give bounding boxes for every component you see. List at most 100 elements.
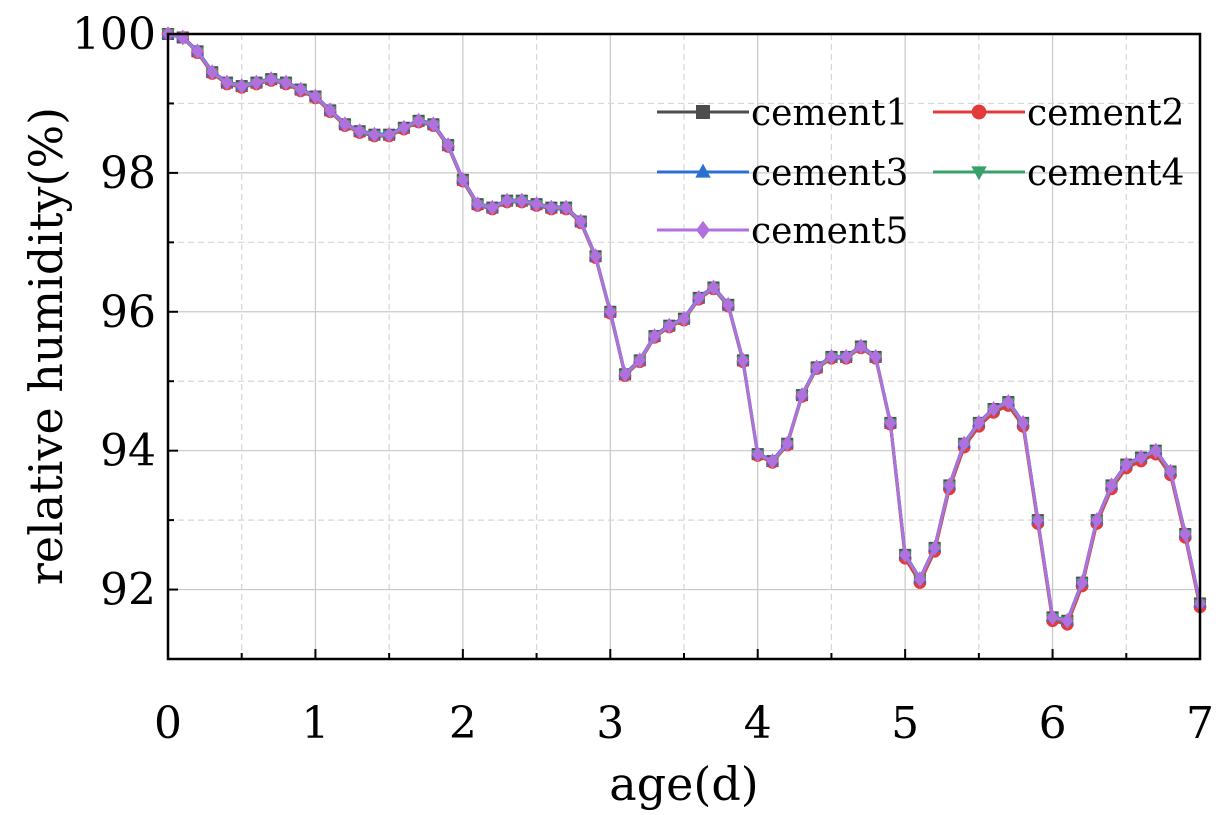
data-point	[530, 196, 543, 212]
x-tick-label: 0	[154, 698, 182, 749]
data-point	[1090, 512, 1103, 528]
data-point	[383, 126, 396, 143]
data-point	[958, 435, 971, 452]
legend-label: cement5	[751, 211, 908, 252]
data-point	[899, 547, 912, 563]
data-point	[692, 290, 705, 306]
y-tick-label: 92	[100, 565, 156, 616]
legend-item-cement2: cement2	[933, 93, 1184, 134]
data-point	[972, 415, 985, 431]
data-point	[1149, 442, 1162, 459]
y-tick-label: 94	[100, 426, 156, 477]
legend: cement1 cement2 cement3 cement4 cement5	[657, 93, 1184, 252]
y-axis-title: relative humidity(%)	[19, 107, 73, 585]
data-point	[781, 435, 794, 452]
legend-item-cement3: cement3	[657, 153, 908, 194]
data-point	[1105, 477, 1118, 494]
data-point	[707, 279, 720, 296]
data-point	[1017, 415, 1030, 431]
data-point	[412, 113, 425, 129]
data-point	[1061, 613, 1074, 629]
series-cement5	[162, 26, 1206, 629]
data-point	[368, 126, 381, 143]
y-tick-label: 98	[100, 148, 156, 199]
x-tick-label: 6	[1039, 698, 1067, 749]
data-point	[619, 366, 632, 383]
data-point	[869, 349, 882, 365]
x-tick-labels: 0 1 2 3 4 5 6 7	[154, 698, 1214, 749]
legend-item-cement5: cement5	[657, 211, 908, 252]
x-tick-label: 4	[744, 698, 772, 749]
data-point	[678, 310, 690, 327]
data-point	[987, 401, 1000, 417]
data-point	[353, 123, 366, 140]
data-point	[913, 571, 926, 587]
data-point	[1120, 456, 1133, 473]
legend-label: cement1	[751, 93, 908, 134]
data-point	[176, 29, 189, 46]
legend-marker	[695, 163, 711, 178]
data-point	[427, 116, 440, 133]
data-point	[515, 192, 528, 209]
data-point	[456, 172, 469, 188]
data-point	[265, 71, 278, 87]
data-point	[1135, 449, 1148, 466]
data-point	[279, 74, 292, 91]
data-point	[1046, 609, 1059, 626]
data-point	[722, 297, 735, 313]
data-point	[309, 88, 322, 105]
legend-label: cement4	[1027, 153, 1184, 194]
data-point	[574, 213, 587, 230]
legend-marker	[696, 220, 710, 240]
data-point	[884, 415, 897, 431]
legend-marker	[696, 105, 710, 119]
data-point	[928, 540, 941, 556]
data-point	[294, 81, 307, 98]
data-point	[191, 43, 204, 60]
x-tick-label: 1	[301, 698, 329, 749]
data-point	[604, 303, 617, 320]
legend-marker	[971, 104, 987, 120]
data-point	[589, 248, 602, 265]
x-tick-label: 2	[449, 698, 477, 749]
data-point	[825, 349, 838, 365]
data-point	[250, 74, 263, 91]
x-axis-title: age(d)	[609, 757, 758, 811]
y-tick-labels: 92 94 96 98 100	[72, 9, 156, 616]
data-point	[471, 196, 484, 212]
y-tick-label: 100	[72, 9, 156, 60]
data-point	[206, 64, 219, 80]
axis-ticks	[167, 33, 1201, 660]
data-point	[810, 359, 823, 376]
legend-label: cement3	[751, 153, 908, 194]
data-point	[840, 349, 853, 365]
legend-marker	[971, 166, 987, 181]
data-point	[501, 192, 514, 209]
data-point	[338, 116, 351, 133]
x-tick-label: 7	[1186, 698, 1214, 749]
data-point	[1179, 526, 1192, 542]
data-point	[736, 352, 749, 369]
data-point	[633, 352, 646, 369]
data-point	[442, 137, 455, 153]
legend-label: cement2	[1027, 93, 1184, 134]
data-point	[795, 387, 808, 403]
x-tick-label: 5	[891, 698, 919, 749]
data-point	[397, 119, 410, 136]
data-point	[766, 453, 779, 469]
data-point	[486, 199, 499, 216]
data-point	[560, 199, 573, 216]
data-point	[545, 199, 558, 216]
legend-item-cement1: cement1	[657, 93, 908, 134]
data-point	[235, 78, 248, 94]
data-point	[1002, 394, 1015, 410]
data-point	[663, 317, 676, 334]
data-point	[1164, 463, 1177, 480]
y-tick-label: 96	[100, 287, 156, 338]
data-point	[648, 328, 661, 344]
data-point	[751, 446, 764, 462]
data-point	[1031, 512, 1044, 528]
data-point	[1076, 574, 1089, 591]
